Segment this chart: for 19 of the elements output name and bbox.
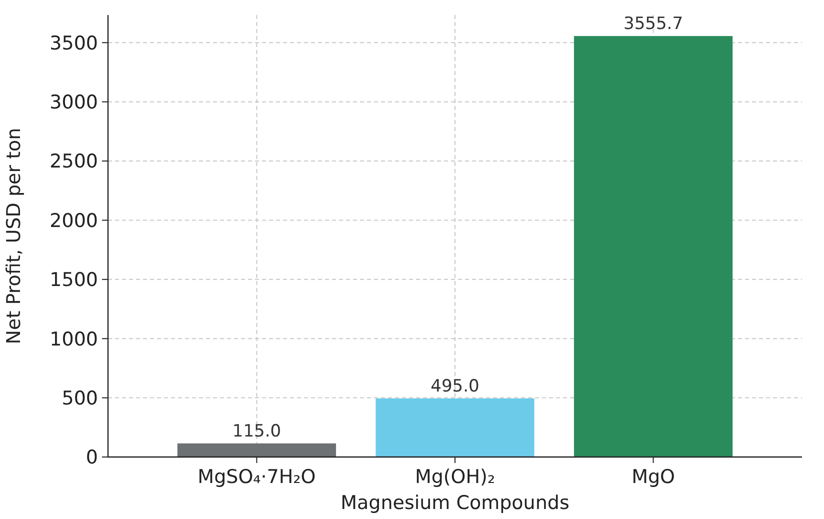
bar — [376, 398, 534, 457]
x-tick-label: MgO — [632, 466, 675, 488]
y-tick-label: 1500 — [50, 269, 98, 292]
y-tick-label: 3000 — [50, 91, 98, 114]
bar — [177, 443, 336, 457]
x-tick-label: MgSO₄·7H₂O — [198, 466, 316, 488]
y-tick-label: 2000 — [50, 210, 98, 232]
data-label: 3555.7 — [624, 14, 684, 34]
y-tick-label: 500 — [62, 387, 98, 410]
x-tick-label: Mg(OH)₂ — [414, 466, 496, 488]
x-axis-title: Magnesium Compounds — [340, 492, 570, 514]
y-tick-label: 1000 — [50, 328, 98, 350]
y-tick-label: 2500 — [50, 150, 98, 173]
data-label: 495.0 — [430, 376, 480, 396]
y-tick-label: 3500 — [50, 32, 98, 54]
data-label: 115.0 — [232, 421, 282, 442]
y-axis-title: Net Profit, USD per ton — [3, 128, 25, 344]
bar — [574, 36, 733, 457]
y-tick-label: 0 — [86, 446, 98, 469]
